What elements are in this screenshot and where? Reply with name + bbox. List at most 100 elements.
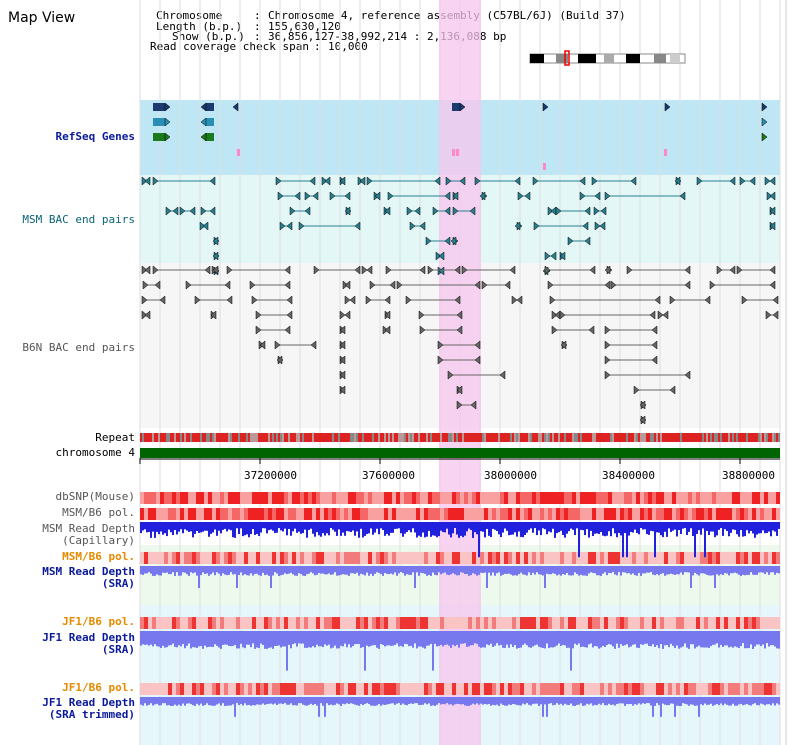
polymorphism-heat-cell (760, 683, 764, 695)
b6n-bac-pair-end (339, 385, 346, 395)
read-depth-bar (174, 566, 176, 576)
track-label-msm-bac[interactable]: MSM BAC end pairs (22, 213, 135, 226)
read-depth-bar (614, 522, 616, 534)
polymorphism-heat-cell (264, 617, 268, 629)
read-depth-bar (314, 566, 316, 576)
repeat-segment (456, 433, 458, 442)
polymorphism-heat-cell (656, 492, 660, 504)
polymorphism-heat-cell (716, 492, 720, 504)
polymorphism-heat-cell (152, 508, 156, 520)
read-depth-bar (712, 566, 714, 576)
b6n-bac-pair-end (405, 295, 412, 305)
read-depth-bar (176, 631, 178, 648)
read-depth-bar (290, 522, 292, 536)
repeat-segment (504, 433, 506, 442)
read-depth-bar (210, 566, 212, 575)
read-depth-bar (472, 566, 474, 574)
read-depth-bar (752, 522, 754, 534)
read-depth-bar (392, 697, 394, 704)
polymorphism-heat-cell (760, 617, 764, 629)
repeat-segment (708, 433, 710, 442)
polymorphism-heat-cell (420, 617, 424, 629)
read-depth-bar (216, 631, 218, 646)
read-depth-bar (316, 631, 318, 645)
read-depth-bar (588, 631, 590, 645)
read-depth-bar (264, 697, 266, 705)
read-depth-bar (718, 631, 720, 648)
polymorphism-heat-cell (368, 683, 372, 695)
read-depth-bar (532, 566, 534, 573)
polymorphism-heat-cell (264, 683, 268, 695)
read-depth-bar (358, 697, 360, 706)
read-depth-bar (602, 697, 604, 704)
read-depth-bar (378, 566, 380, 573)
polymorphism-heat-cell (488, 492, 492, 504)
read-depth-bar (666, 522, 668, 537)
polymorphism-heat-cell (460, 683, 464, 695)
read-depth-bar (520, 566, 522, 573)
repeat-segment (368, 433, 370, 442)
repeat-segment (210, 433, 212, 442)
polymorphism-heat-cell (320, 508, 324, 520)
read-depth-bar (588, 522, 590, 538)
read-depth-bar (378, 631, 380, 649)
polymorphism-heat-cell (656, 552, 660, 564)
msm-bac-pair-end (764, 176, 771, 186)
polymorphism-heat-cell (592, 617, 596, 629)
polymorphism-heat-cell (240, 683, 244, 695)
b6n-bac-pair-end (511, 295, 518, 305)
read-depth-bar (504, 631, 506, 648)
polymorphism-heat-cell (296, 508, 300, 520)
read-depth-bar (496, 522, 498, 531)
repeat-segment (660, 433, 662, 442)
repeat-segment (148, 433, 150, 442)
polymorphism-heat-cell (772, 617, 776, 629)
b6n-bac-pair-end (249, 280, 256, 290)
read-depth-bar (402, 522, 404, 537)
read-depth-bar (286, 631, 288, 671)
polymorphism-heat-cell (732, 552, 736, 564)
polymorphism-heat-cell (524, 552, 528, 564)
track-label-b6n-bac[interactable]: B6N BAC end pairs (22, 341, 135, 354)
repeat-segment (356, 433, 358, 442)
b6n-bac-pair-end (154, 280, 161, 290)
read-depth-bar (160, 522, 162, 532)
track-label-msm-b6-pol-2: MSM/B6 pol. (62, 550, 135, 563)
read-depth-bar (584, 631, 586, 648)
read-depth-bar (736, 631, 738, 648)
polymorphism-heat-cell (676, 492, 680, 504)
polymorphism-heat-cell (524, 683, 528, 695)
polymorphism-heat-cell (520, 508, 524, 520)
polymorphism-heat-cell (540, 552, 544, 564)
read-depth-bar (344, 566, 346, 575)
repeat-segment (740, 433, 742, 442)
read-depth-bar (570, 522, 572, 529)
read-depth-bar (224, 631, 226, 645)
read-depth-bar (588, 697, 590, 705)
read-depth-bar (238, 566, 240, 575)
read-depth-bar (212, 697, 214, 706)
polymorphism-heat-cell (436, 683, 440, 695)
b6n-bac-pair-end (344, 280, 351, 290)
read-depth-bar (758, 566, 760, 573)
repeat-segment (682, 433, 684, 442)
polymorphism-heat-cell (688, 552, 692, 564)
read-depth-bar (158, 631, 160, 647)
read-depth-bar (272, 522, 274, 531)
read-depth-bar (764, 566, 766, 575)
read-depth-bar (448, 522, 450, 535)
track-label-refseq[interactable]: RefSeq Genes (55, 130, 135, 143)
read-depth-bar (176, 697, 178, 706)
repeat-segment (704, 433, 706, 442)
read-depth-bar (256, 697, 258, 705)
read-depth-bar (744, 522, 746, 537)
read-depth-bar (720, 631, 722, 645)
repeat-segment (586, 433, 588, 442)
polymorphism-heat-cell (528, 617, 532, 629)
read-depth-bar (312, 631, 314, 647)
track-label-dbsnp: dbSNP(Mouse) (55, 490, 135, 503)
read-depth-bar (194, 522, 196, 534)
polymorphism-heat-cell (744, 552, 748, 564)
polymorphism-heat-cell (688, 508, 692, 520)
